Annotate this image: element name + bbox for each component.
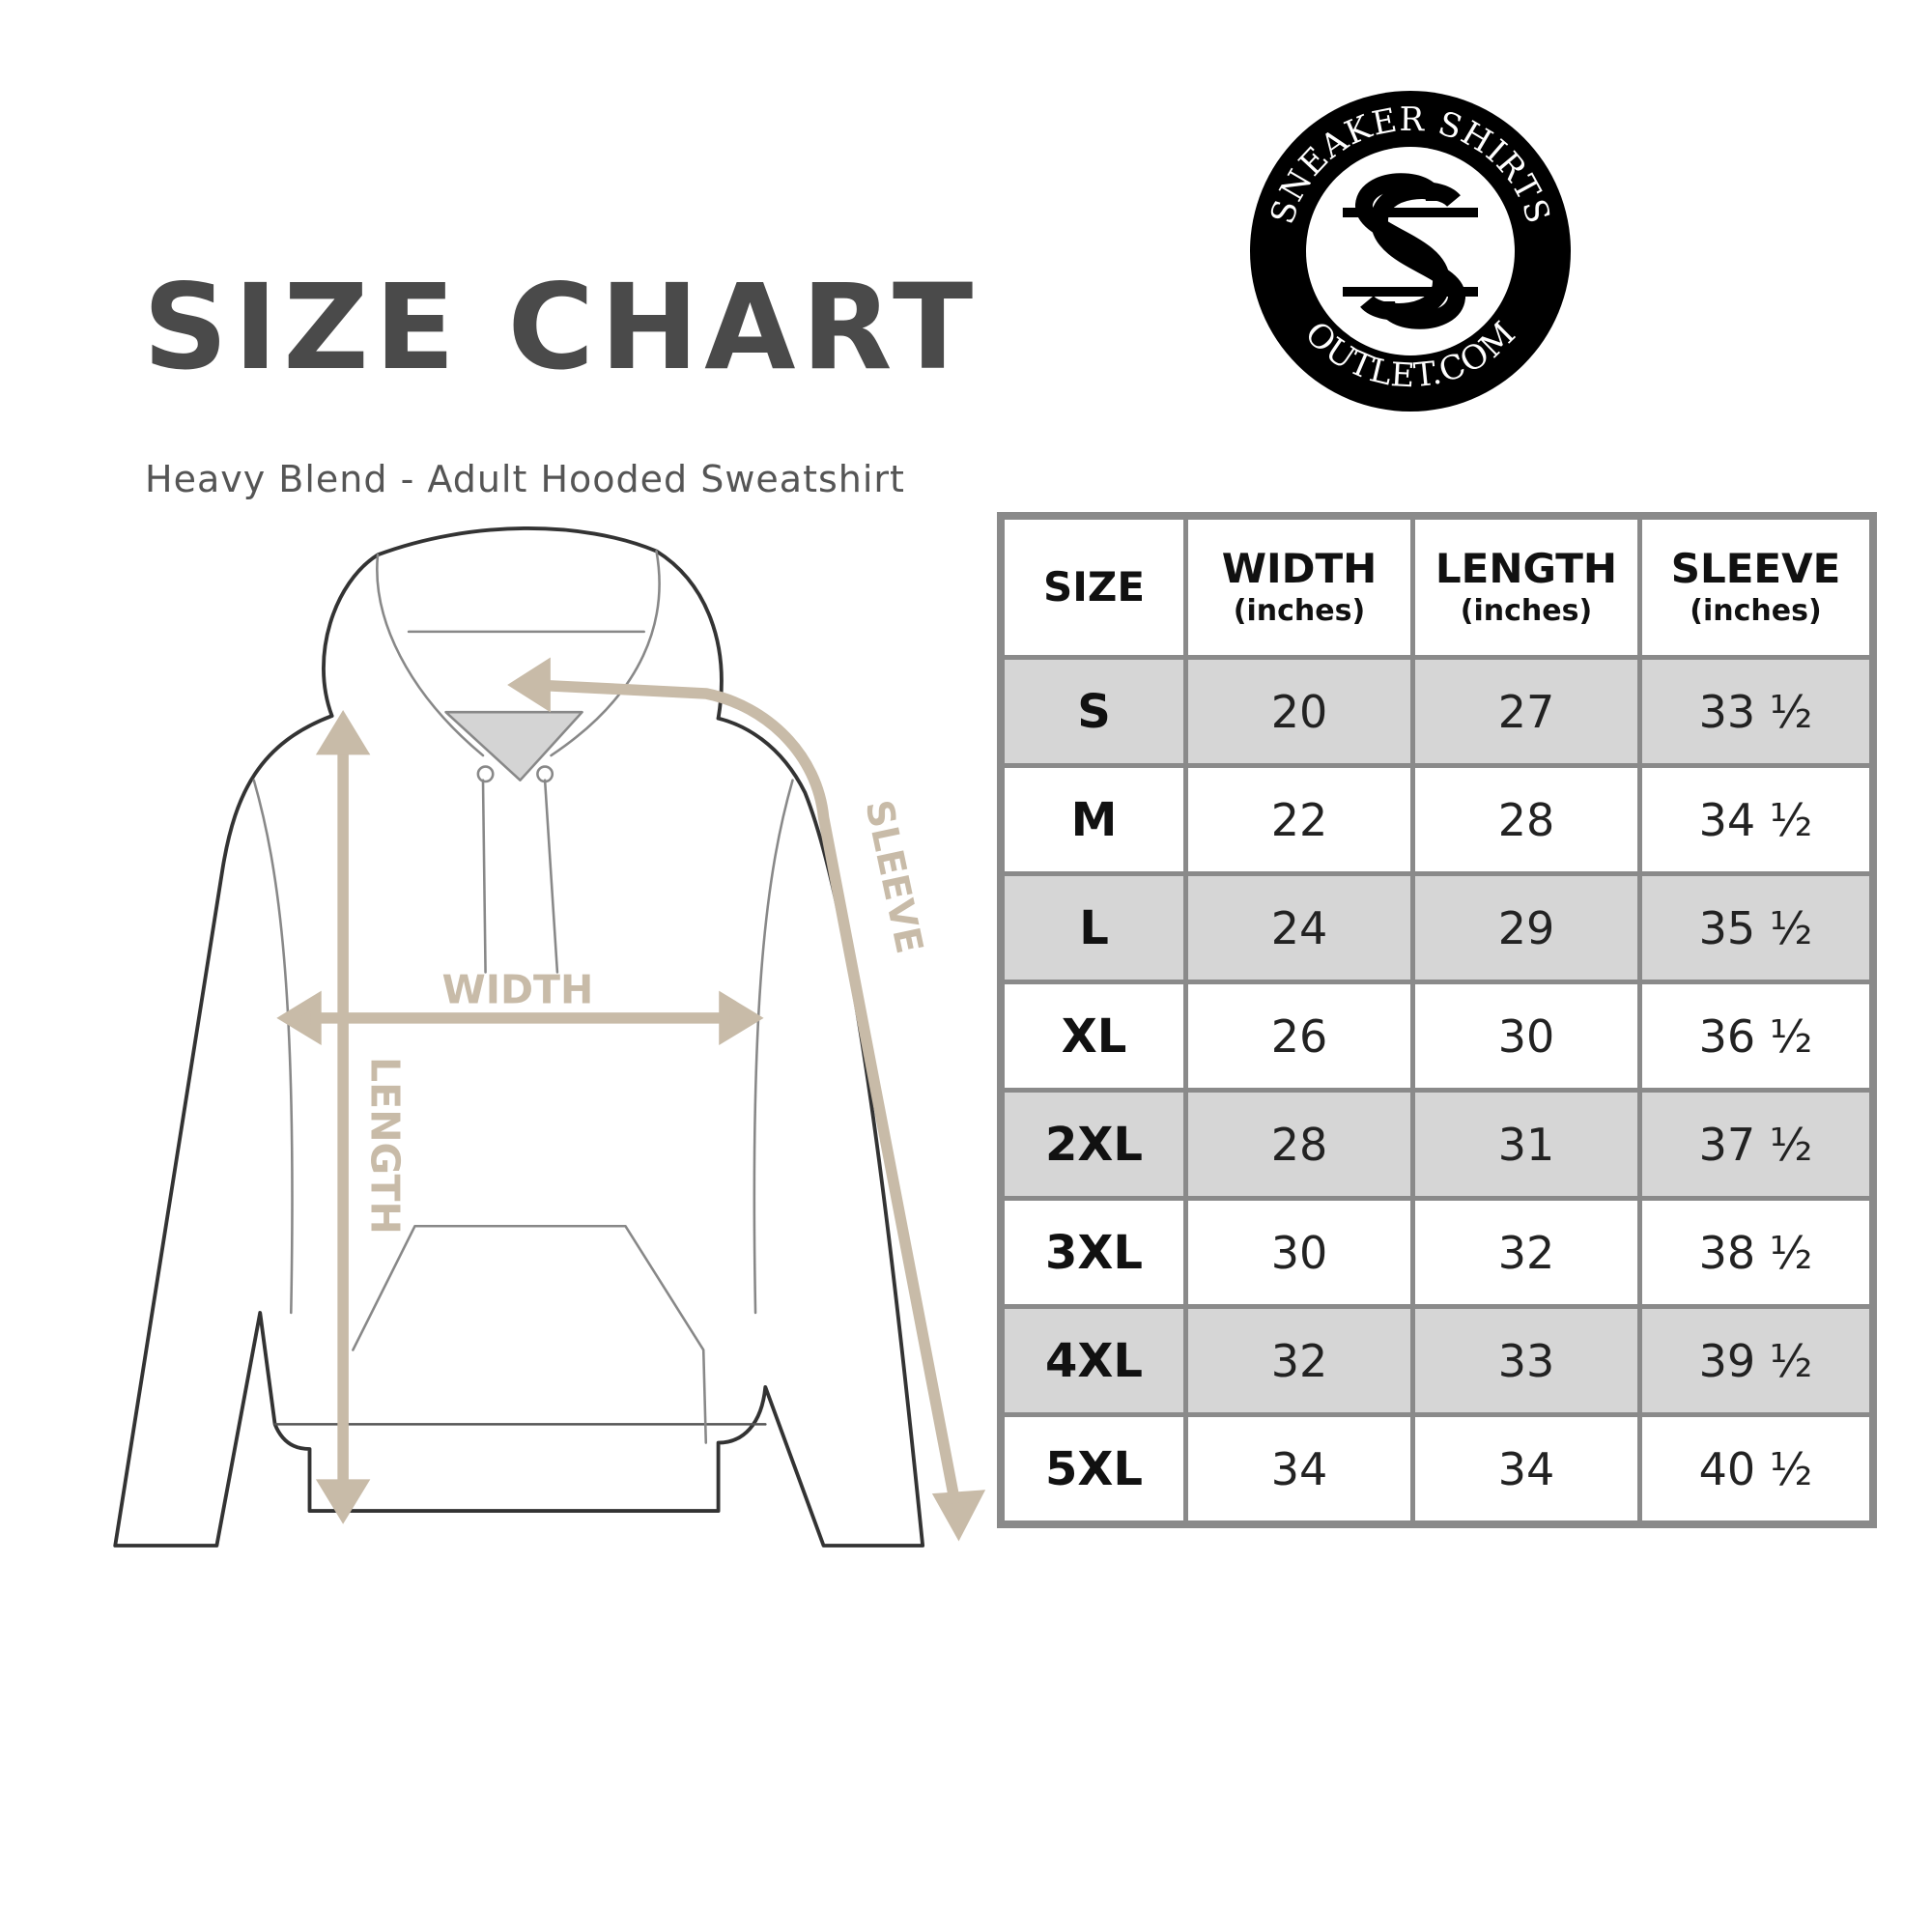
sleeve-arrow (526, 679, 962, 1515)
cell-width: 28 (1183, 1088, 1415, 1201)
cell-length: 28 (1410, 763, 1642, 876)
cell-width: 24 (1183, 871, 1415, 984)
table-row: S 20 27 33 ½ (998, 655, 1876, 768)
cell-sleeve: 36 ½ (1637, 980, 1876, 1093)
cell-width: 22 (1183, 763, 1415, 876)
cell-size: XL (998, 980, 1188, 1093)
cell-size: 4XL (998, 1304, 1188, 1417)
cell-length: 27 (1410, 655, 1642, 768)
table-row: 2XL 28 31 37 ½ (998, 1088, 1876, 1201)
cell-sleeve: 38 ½ (1637, 1196, 1876, 1309)
cell-sleeve: 35 ½ (1637, 871, 1876, 984)
cell-sleeve: 37 ½ (1637, 1088, 1876, 1201)
monogram-icon (1343, 173, 1478, 329)
sleeve-label: SLEEVE (856, 796, 930, 957)
cell-length: 34 (1410, 1412, 1642, 1527)
cell-size: 2XL (998, 1088, 1188, 1201)
table-row: XL 26 30 36 ½ (998, 980, 1876, 1093)
cell-width: 34 (1183, 1412, 1415, 1527)
cell-size: 5XL (998, 1412, 1188, 1527)
cell-length: 32 (1410, 1196, 1642, 1309)
header-width: WIDTH (inches) (1183, 513, 1415, 660)
table-header-row: SIZE WIDTH (inches) LENGTH (inches) SLEEVE… (998, 513, 1876, 660)
header-sleeve: SLEEVE (inches) (1637, 513, 1876, 660)
cell-width: 32 (1183, 1304, 1415, 1417)
page-title: SIZE CHART (143, 259, 980, 396)
width-label: WIDTH (441, 966, 593, 1012)
cell-sleeve: 34 ½ (1637, 763, 1876, 876)
brand-logo: SNEAKER SHIRTS OUTLET.COM (1250, 91, 1571, 412)
cell-size: 3XL (998, 1196, 1188, 1309)
cell-sleeve: 33 ½ (1637, 655, 1876, 768)
cell-width: 26 (1183, 980, 1415, 1093)
cell-length: 33 (1410, 1304, 1642, 1417)
cell-size: M (998, 763, 1188, 876)
hood-outline (322, 526, 724, 721)
pocket-outline (352, 1224, 708, 1444)
length-label: LENGTH (362, 1057, 409, 1235)
cell-width: 20 (1183, 655, 1415, 768)
cell-sleeve: 40 ½ (1637, 1412, 1876, 1527)
cell-size: S (998, 655, 1188, 768)
cell-length: 30 (1410, 980, 1642, 1093)
header-length: LENGTH (inches) (1410, 513, 1642, 660)
body-outline (113, 714, 925, 1548)
table-row: 5XL 34 34 40 ½ (998, 1412, 1876, 1527)
header-size: SIZE (998, 513, 1188, 660)
product-subtitle: Heavy Blend - Adult Hooded Sweatshirt (145, 458, 905, 500)
cell-length: 29 (1410, 871, 1642, 984)
table-row: 3XL 30 32 38 ½ (998, 1196, 1876, 1309)
cell-width: 30 (1183, 1196, 1415, 1309)
table-row: M 22 28 34 ½ (998, 763, 1876, 876)
table-row: 4XL 32 33 39 ½ (998, 1304, 1876, 1417)
size-table: SIZE WIDTH (inches) LENGTH (inches) SLEEVE… (997, 512, 1877, 1528)
cell-size: L (998, 871, 1188, 984)
cell-sleeve: 39 ½ (1637, 1304, 1876, 1417)
cell-length: 31 (1410, 1088, 1642, 1201)
table-row: L 24 29 35 ½ (998, 871, 1876, 984)
